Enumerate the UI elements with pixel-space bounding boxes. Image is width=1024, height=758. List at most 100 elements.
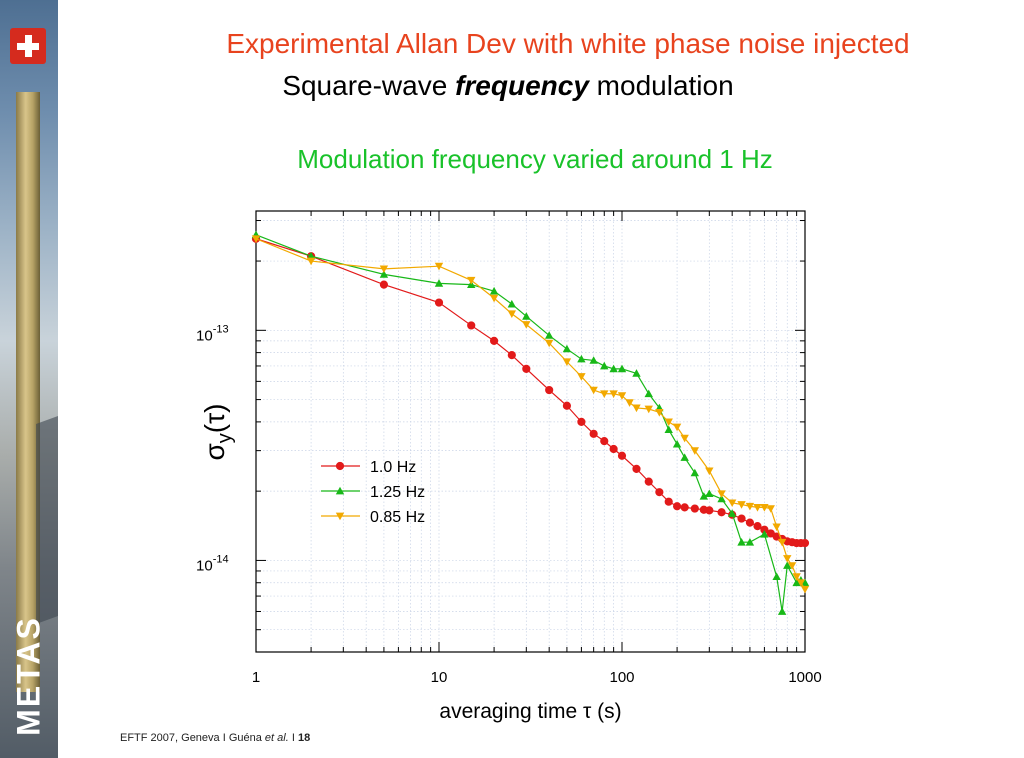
x-tick-label: 1 xyxy=(252,669,260,686)
data-point xyxy=(800,538,810,548)
data-point xyxy=(727,509,737,517)
data-point xyxy=(507,299,517,308)
x-tick-label: 10 xyxy=(431,669,448,686)
data-point xyxy=(251,235,261,243)
data-point xyxy=(545,385,554,395)
data-point xyxy=(753,521,762,531)
data-point xyxy=(522,364,531,373)
data-point xyxy=(379,270,389,278)
y-axis-label-text: σy(τ) xyxy=(199,404,236,461)
data-point xyxy=(522,321,531,329)
legend-marker xyxy=(335,512,345,521)
plot-frame xyxy=(255,210,806,653)
y-label-paren: (τ) xyxy=(199,404,230,434)
y-tick-exponent: -13 xyxy=(213,323,229,335)
data-point xyxy=(680,434,689,443)
data-point xyxy=(617,392,627,400)
data-point xyxy=(766,505,775,513)
series-3 xyxy=(251,235,810,594)
data-point xyxy=(609,390,618,398)
data-point xyxy=(690,468,700,477)
data-point xyxy=(609,364,618,373)
data-point xyxy=(690,447,700,455)
data-point xyxy=(489,294,499,303)
data-point xyxy=(655,409,664,417)
data-point xyxy=(655,488,664,497)
data-point xyxy=(644,389,653,398)
data-point xyxy=(772,523,781,532)
data-point xyxy=(737,501,746,509)
y-tick-exponent: -14 xyxy=(213,553,229,565)
data-point xyxy=(489,286,499,295)
data-point xyxy=(600,390,609,398)
data-point xyxy=(672,439,682,448)
data-point xyxy=(589,356,598,364)
data-point xyxy=(467,276,476,285)
y-tick-base: 10 xyxy=(196,557,213,574)
data-point xyxy=(745,538,755,546)
grid-lines xyxy=(255,211,805,653)
slide-subtitle: Square-wave frequency modulation xyxy=(78,70,938,102)
chart-title: Modulation frequency varied around 1 Hz xyxy=(297,144,773,174)
data-point xyxy=(589,429,598,438)
data-point xyxy=(783,555,792,563)
data-point xyxy=(787,562,797,570)
subtitle-pre: Square-wave xyxy=(282,70,456,101)
data-point xyxy=(737,514,746,523)
y-tick-label: 10-14 xyxy=(196,553,229,574)
data-point xyxy=(717,490,726,498)
data-point xyxy=(727,499,737,508)
data-point xyxy=(753,504,762,512)
y-tick-label: 10-13 xyxy=(196,323,229,344)
data-point xyxy=(760,504,769,512)
data-point xyxy=(737,538,746,546)
data-point xyxy=(434,262,444,271)
x-axis-label: averaging time τ (s) xyxy=(439,700,621,723)
y-axis-label: σy(τ) xyxy=(199,404,236,461)
data-point xyxy=(562,344,572,353)
data-point xyxy=(544,331,554,339)
data-point xyxy=(672,502,682,511)
series-2 xyxy=(251,230,810,615)
data-point xyxy=(705,467,714,476)
data-point xyxy=(562,401,572,410)
slide-title: Experimental Allan Dev with white phase … xyxy=(226,28,910,59)
x-tick-label: 1000 xyxy=(788,669,821,686)
data-point xyxy=(577,354,586,363)
data-point xyxy=(760,530,769,538)
data-point xyxy=(705,506,714,515)
data-point xyxy=(745,518,755,527)
data-point xyxy=(699,492,709,500)
legend-marker xyxy=(335,486,345,495)
data-point xyxy=(625,399,634,407)
legend: 1.0 Hz 1.25 Hz 0.85 Hz xyxy=(321,459,425,526)
axis-ticks xyxy=(255,211,806,653)
data-point xyxy=(632,369,641,377)
data-point xyxy=(717,508,726,517)
data-point xyxy=(306,257,316,266)
data-point xyxy=(792,578,801,587)
data-point xyxy=(544,339,554,348)
data-point xyxy=(777,538,787,547)
data-point xyxy=(745,502,755,511)
data-point xyxy=(467,321,476,330)
data-point xyxy=(577,417,586,426)
data-point xyxy=(705,489,714,498)
data-point xyxy=(589,386,598,395)
data-point xyxy=(617,451,627,460)
data-point xyxy=(690,504,699,513)
subtitle-emphasis: frequency xyxy=(455,70,589,101)
data-point xyxy=(489,336,499,345)
footer-separator: I xyxy=(288,732,298,744)
footer-text: EFTF 2007, Geneva I Guéna xyxy=(120,732,265,744)
footer-page-number: 18 xyxy=(297,732,311,744)
data-point xyxy=(577,373,586,381)
series-line xyxy=(255,234,806,612)
data-point xyxy=(617,364,627,373)
data-point xyxy=(783,561,792,569)
series-line xyxy=(255,238,806,590)
legend-label: 1.0 Hz xyxy=(370,459,416,476)
footer: EFTF 2007, Geneva I Guéna et al. I 18 xyxy=(120,732,310,744)
data-point xyxy=(792,573,801,581)
